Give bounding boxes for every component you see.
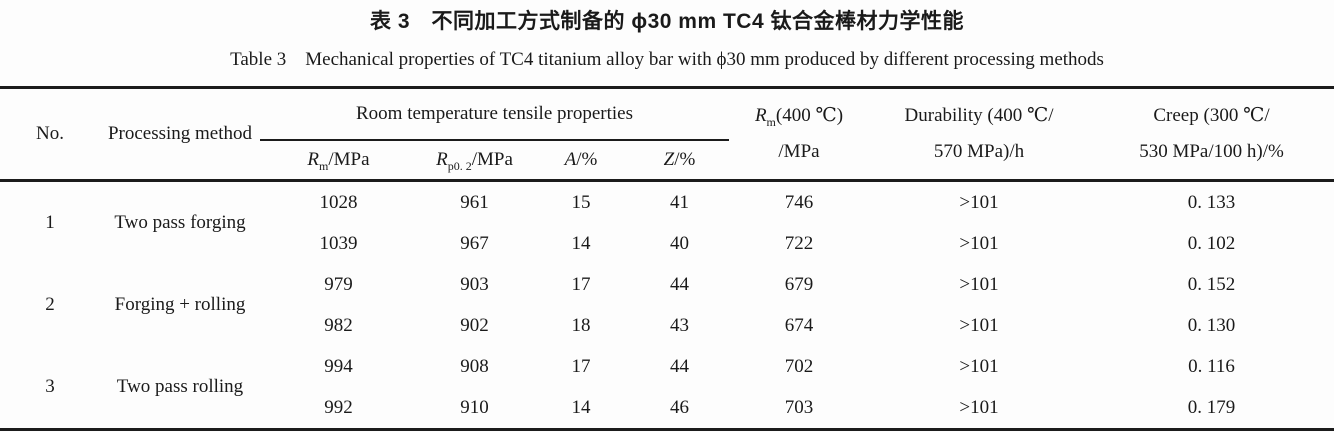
cell-rm-400: 674 [784,314,814,336]
cell-reduction-of-area: 46 [670,396,689,418]
mechanical-properties-table: No. Processing method Room temperature t… [0,86,1334,431]
cell-rm: 979 [324,273,353,295]
cell-creep: 0. 152 [1187,273,1236,295]
cell-rm-400: 722 [784,232,814,254]
cell-reduction-of-area: 44 [670,355,689,377]
cell-reduction-of-area: 43 [670,314,689,336]
cell-durability: >101 [959,191,999,213]
cell-rm-400: 746 [784,191,814,213]
cell-rp02: 967 [460,232,489,254]
cell-rp02: 908 [460,355,489,377]
col-header-durability-line1: Durability (400 ℃/ [904,105,1054,126]
table-row: 1039 967 14 40 722 >101 0. 102 [0,223,1334,264]
table-row: 982 902 18 43 674 >101 0. 130 [0,305,1334,346]
cell-rm: 994 [324,355,353,377]
cell-rp02: 902 [460,314,489,336]
col-group-room-temperature-tensile: Room temperature tensile properties [260,87,729,141]
cell-rm: 1039 [319,232,358,254]
table-row: 992 910 14 46 703 >101 0. 179 [0,387,1334,430]
cell-processing-method: Two pass rolling [116,376,244,397]
cell-elongation: 14 [571,396,591,418]
cell-durability: >101 [959,355,999,377]
cell-rm-400: 702 [784,355,814,377]
cell-reduction-of-area: 41 [670,191,689,213]
cell-creep: 0. 179 [1187,396,1236,418]
cell-durability: >101 [959,273,999,295]
cell-reduction-of-area: 44 [670,273,689,295]
col-header-rm: Rm/MPa [260,140,417,182]
table-row: 3 Two pass rolling 994 908 17 44 702 >10… [0,346,1334,398]
cell-rm-400: 703 [784,396,814,418]
col-header-creep-line2: 530 MPa/100 h)/% [1139,141,1284,162]
cell-creep: 0. 133 [1187,191,1236,213]
cell-durability: >101 [959,232,999,254]
cell-creep: 0. 130 [1187,314,1236,336]
col-header-elongation: A/% [532,140,630,182]
cell-elongation: 17 [571,355,591,377]
table-caption-english: Table 3 Mechanical properties of TC4 tit… [230,49,1104,70]
cell-rp02: 903 [460,273,489,295]
cell-creep: 0. 102 [1187,232,1236,254]
table-caption-chinese: 表 3 不同加工方式制备的 ϕ30 mm TC4 钛合金棒材力学性能 [370,10,964,33]
cell-durability: >101 [959,396,999,418]
cell-rm: 1028 [319,191,358,213]
header-row-2: Rm/MPa Rp0. 2/MPa A/% Z/% [0,140,1334,182]
col-header-rm-400-line2: /MPa [778,141,820,162]
cell-no: 1 [45,212,55,233]
col-header-durability: Durability (400 ℃/ 570 MPa)/h [869,87,1089,182]
col-header-creep-line1: Creep (300 ℃/ [1153,105,1270,126]
cell-reduction-of-area: 40 [670,232,689,254]
cell-rm: 992 [324,396,353,418]
col-header-rm-400: Rm(400 ℃) /MPa [729,87,869,182]
cell-creep: 0. 116 [1188,355,1235,377]
col-header-no: No. [0,87,100,182]
cell-elongation: 17 [571,273,591,295]
table-body: 1 Two pass forging 1028 961 15 41 746 >1… [0,181,1334,430]
cell-rm: 982 [324,314,353,336]
cell-rp02: 910 [460,396,489,418]
header-row-1: No. Processing method Room temperature t… [0,87,1334,182]
cell-no: 2 [45,294,55,315]
cell-elongation: 14 [571,232,591,254]
cell-durability: >101 [959,314,999,336]
cell-rm-400: 679 [784,273,814,295]
col-header-durability-line2: 570 MPa)/h [933,141,1025,162]
table-header: No. Processing method Room temperature t… [0,87,1334,182]
col-header-rp02: Rp0. 2/MPa [417,140,532,182]
cell-no: 3 [45,376,55,397]
col-header-processing-method: Processing method [100,87,260,182]
table-row: 1 Two pass forging 1028 961 15 41 746 >1… [0,181,1334,234]
table-row: 2 Forging + rolling 979 903 17 44 679 >1… [0,264,1334,316]
cell-elongation: 18 [571,314,591,336]
cell-rp02: 961 [460,191,489,213]
cell-elongation: 15 [571,191,591,213]
col-header-rm-400-line1: Rm(400 ℃) [754,105,844,129]
cell-processing-method: Forging + rolling [114,294,246,315]
cell-processing-method: Two pass forging [114,212,246,233]
col-header-creep: Creep (300 ℃/ 530 MPa/100 h)/% [1089,87,1334,182]
col-header-reduction-of-area: Z/% [630,140,729,182]
